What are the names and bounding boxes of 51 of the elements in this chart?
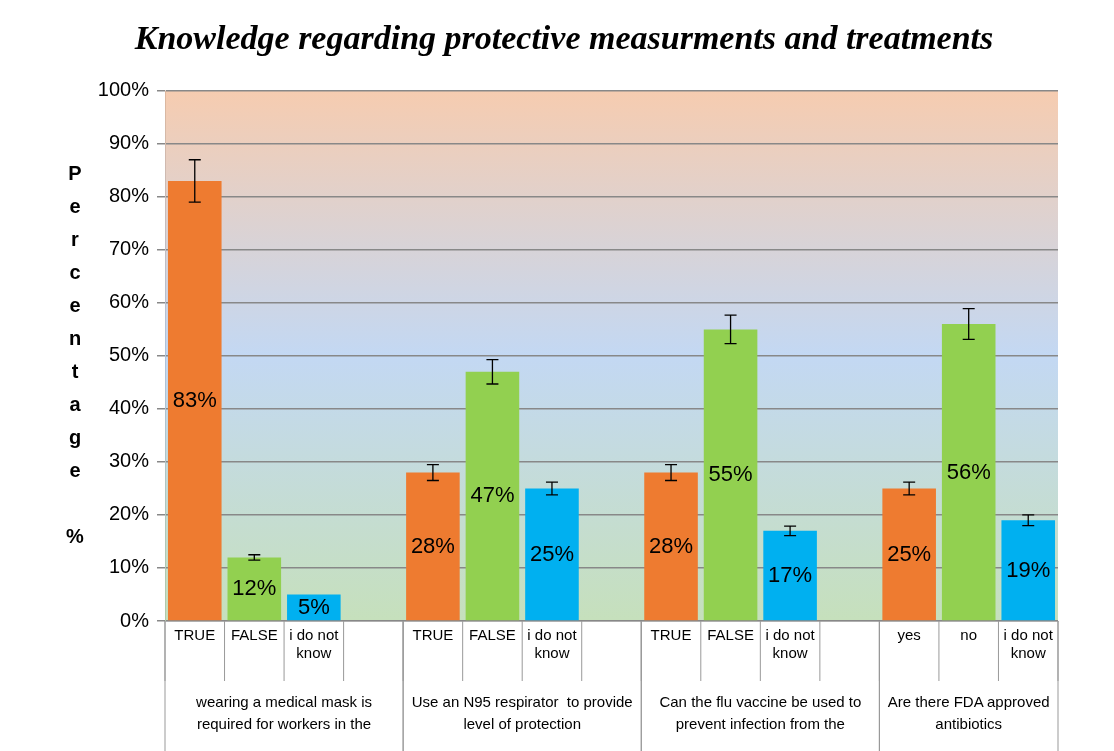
y-tick-label: 10%: [108, 555, 150, 578]
data-label: 5%: [297, 593, 330, 619]
x-tick-label: FALSE: [469, 626, 516, 644]
x-tick-label: TRUE: [174, 626, 216, 644]
text: Percentage %: [66, 161, 84, 547]
bar: [406, 472, 460, 621]
data-label: 55%: [708, 461, 753, 487]
bar: [763, 530, 817, 621]
x-tick-label: no: [960, 626, 978, 644]
data-label: 25%: [529, 540, 574, 566]
data-label: 47%: [470, 482, 515, 508]
y-tick-label: 70%: [108, 237, 150, 260]
x-tick-label: FALSE: [230, 626, 278, 644]
bar: [1001, 520, 1056, 621]
chart-title: Knowledge regarding protective measurments and treatments: [133, 19, 994, 57]
bar: [167, 180, 222, 621]
data-label: 28%: [410, 532, 455, 558]
data-label: 17%: [768, 562, 813, 587]
x-tick-label: TRUE: [650, 626, 692, 644]
bar: [941, 324, 996, 621]
y-tick-label: 30%: [108, 449, 150, 472]
data-label: 28%: [649, 532, 694, 558]
y-tick-label: 100%: [97, 78, 150, 101]
data-label: 83%: [172, 387, 217, 413]
y-tick-label: 50%: [108, 343, 150, 366]
text: Are there FDA approved antibiotics: [887, 692, 1050, 732]
x-tick-label: i do not know: [289, 626, 340, 662]
bar: [644, 472, 698, 621]
x-tick-label: FALSE: [707, 626, 754, 644]
text: wearing a medical mask is required for workers in the: [195, 692, 373, 732]
text: Can the flu vaccine be used to prevent infection from the: [659, 692, 862, 732]
y-tick-label: 80%: [108, 184, 150, 207]
text: Use an N95 respirator to provide level of protection: [411, 692, 633, 732]
data-label: 19%: [1006, 556, 1051, 582]
x-tick-label: TRUE: [412, 626, 454, 644]
data-label: 25%: [887, 540, 932, 566]
x-tick-label: i do not know: [527, 626, 578, 662]
x-tick-label: i do not know: [765, 626, 816, 662]
x-tick-label: i do not know: [1003, 626, 1054, 662]
bar: [882, 488, 936, 621]
bar: [525, 488, 579, 621]
y-tick-label: 90%: [108, 131, 150, 154]
y-tick-label: 0%: [120, 608, 150, 631]
data-label: 56%: [946, 458, 991, 484]
bar: [465, 371, 520, 621]
bar: [703, 329, 758, 621]
x-tick-label: yes: [897, 626, 921, 644]
data-label: 12%: [232, 575, 277, 601]
y-tick-label: 60%: [108, 290, 150, 313]
y-tick-label: 20%: [108, 502, 150, 525]
y-tick-label: 40%: [108, 396, 150, 419]
